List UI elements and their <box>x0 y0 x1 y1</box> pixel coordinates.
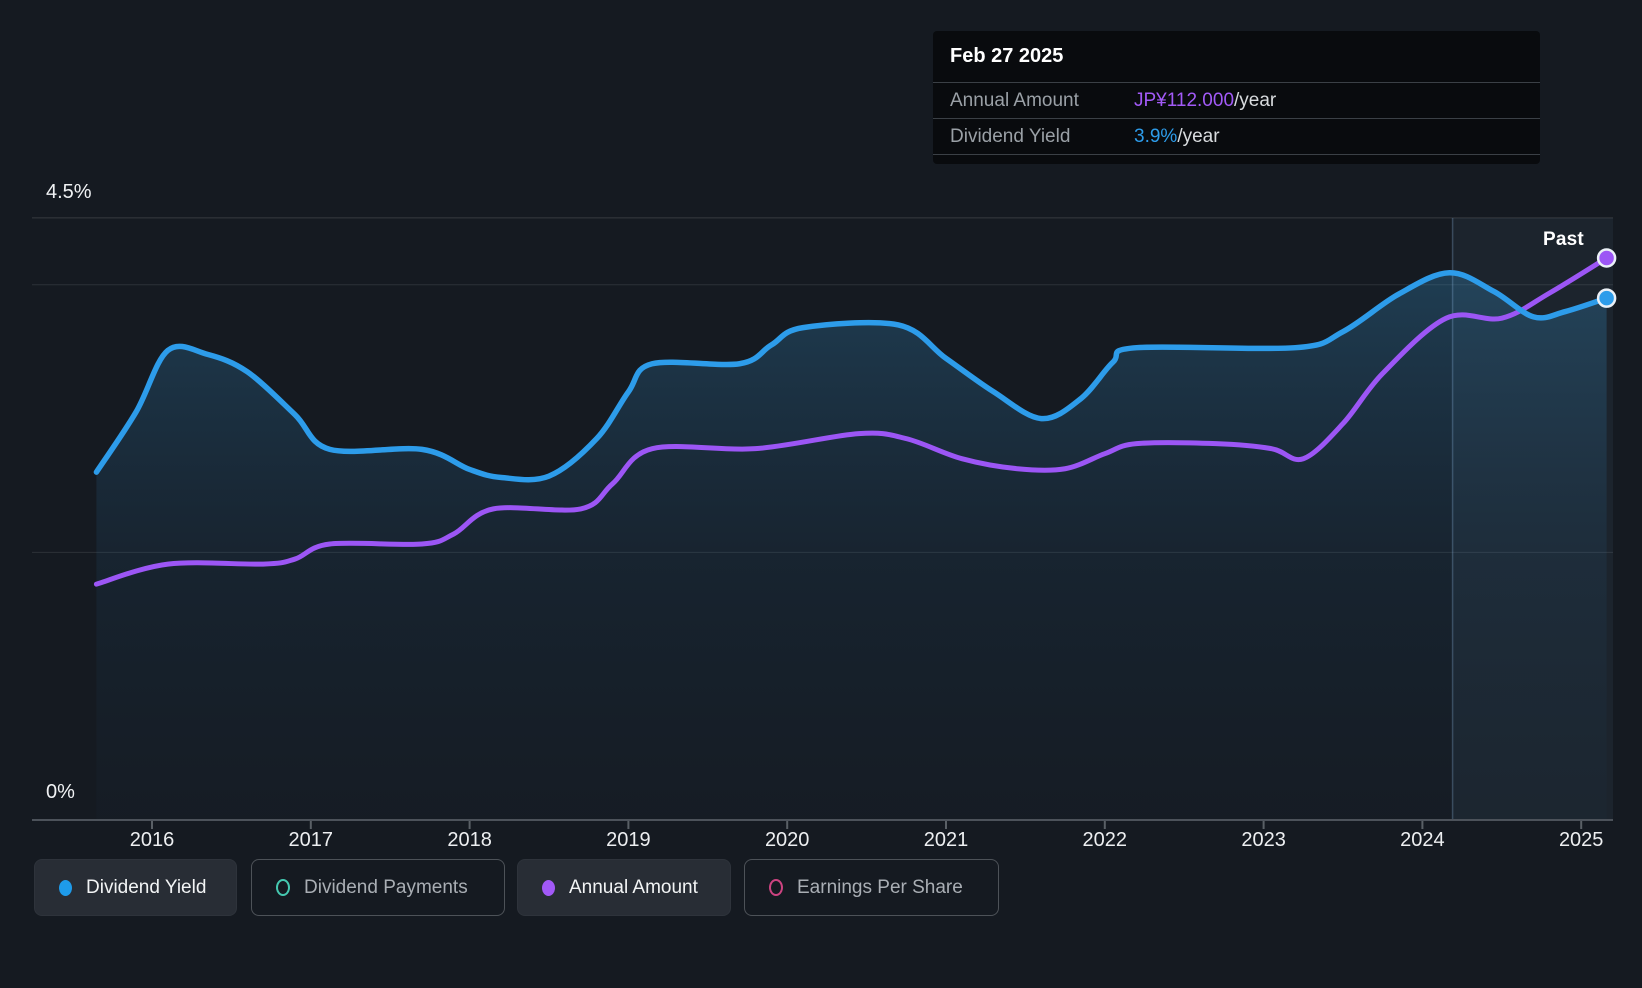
dividend-yield-area-fill <box>96 272 1607 820</box>
legend-toggle-dividend-yield[interactable]: Dividend Yield <box>34 859 237 916</box>
earnings-per-share-ring-icon <box>769 879 783 896</box>
tooltip-annual-amount-label: Annual Amount <box>950 89 1079 111</box>
tooltip-dividend-yield-value: 3.9%/year <box>1134 125 1220 147</box>
annual-amount-dot-icon <box>542 879 555 896</box>
legend-label: Earnings Per Share <box>797 876 963 898</box>
legend-toggle-dividend-payments[interactable]: Dividend Payments <box>251 859 505 916</box>
dividend-yield-endpoint-dot <box>1596 288 1617 308</box>
annual-amount-endpoint-dot <box>1596 248 1617 268</box>
tooltip-dividend-yield-label: Dividend Yield <box>950 125 1071 147</box>
tooltip-row-annual-amount: Annual Amount JP¥112.000/year <box>933 82 1540 118</box>
legend-label: Dividend Payments <box>304 876 468 898</box>
legend-toggle-earnings-per-share[interactable]: Earnings Per Share <box>744 859 999 916</box>
y-axis-label-bottom: 0% <box>46 781 75 803</box>
legend-toggle-annual-amount[interactable]: Annual Amount <box>517 859 731 916</box>
legend-label: Annual Amount <box>569 876 698 898</box>
tooltip-row-dividend-yield: Dividend Yield 3.9%/year <box>933 118 1540 155</box>
dividend-yield-dot-icon <box>59 879 72 896</box>
chart-tooltip: Feb 27 2025 Annual Amount JP¥112.000/yea… <box>933 31 1540 164</box>
y-axis-label-top: 4.5% <box>46 181 92 203</box>
dividend-payments-ring-icon <box>276 879 290 896</box>
tooltip-date: Feb 27 2025 <box>950 45 1064 67</box>
tooltip-annual-amount-value: JP¥112.000/year <box>1134 89 1277 111</box>
legend-label: Dividend Yield <box>86 876 207 898</box>
annual-amount-line <box>93 255 1610 587</box>
dividend-yield-line <box>93 270 1610 483</box>
past-period-label: Past <box>1543 229 1584 250</box>
